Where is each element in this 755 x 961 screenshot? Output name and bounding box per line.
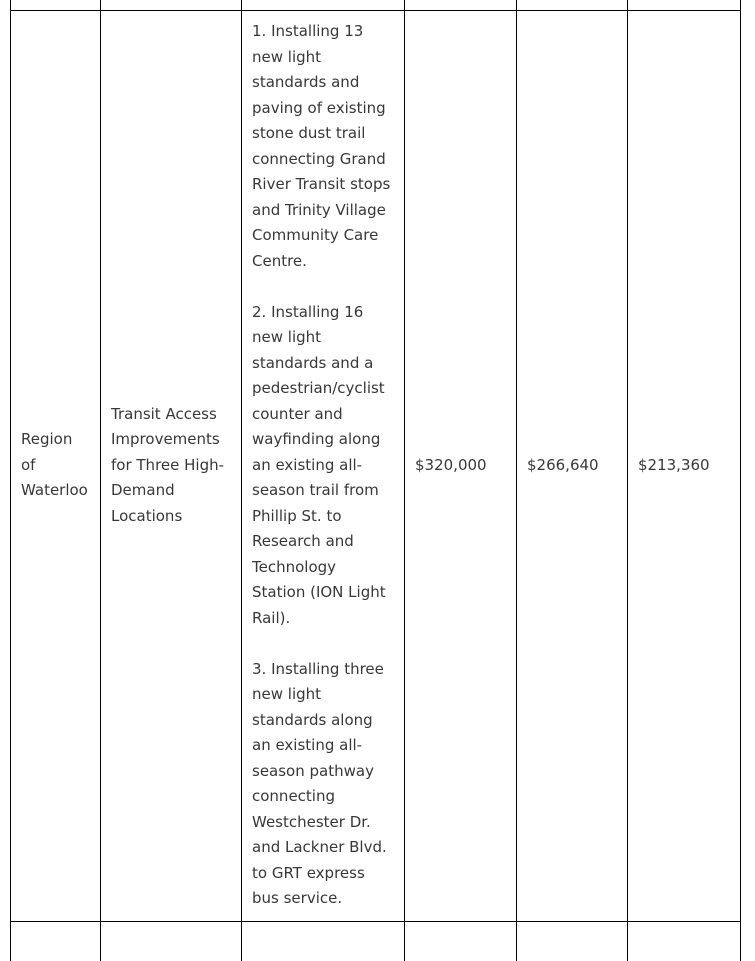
empty-cell <box>516 0 628 11</box>
table-row-partial-bottom <box>10 920 741 961</box>
empty-cell <box>404 920 517 961</box>
description-paragraph-2: 2. Installing 16 new light standards and… <box>252 302 386 627</box>
empty-cell <box>241 920 405 961</box>
cell-amount-second: $266,640 <box>516 9 628 922</box>
empty-cell <box>10 920 101 961</box>
description-paragraph-1: 1. Installing 13 new light standards and… <box>252 22 391 270</box>
empty-cell <box>404 0 517 11</box>
empty-cell <box>516 920 628 961</box>
empty-cell <box>241 0 405 11</box>
document-table-container: Region of Waterloo Transit Access Improv… <box>10 0 741 961</box>
description-paragraph-3: 3. Installing three new light standards … <box>252 659 387 908</box>
table-row-project: Region of Waterloo Transit Access Improv… <box>10 9 741 922</box>
funding-table: Region of Waterloo Transit Access Improv… <box>10 0 741 961</box>
empty-cell <box>100 0 242 11</box>
empty-cell <box>627 920 741 961</box>
empty-cell <box>100 920 242 961</box>
empty-cell <box>627 0 741 11</box>
cell-amount-third: $213,360 <box>627 9 741 922</box>
table-row-partial-top <box>10 0 741 11</box>
cell-municipality: Region of Waterloo <box>10 9 101 922</box>
empty-cell <box>10 0 101 11</box>
cell-amount-total: $320,000 <box>404 9 517 922</box>
cell-project-description: 1. Installing 13 new light standards and… <box>241 9 405 922</box>
cell-project-title: Transit Access Improvements for Three Hi… <box>100 9 242 922</box>
